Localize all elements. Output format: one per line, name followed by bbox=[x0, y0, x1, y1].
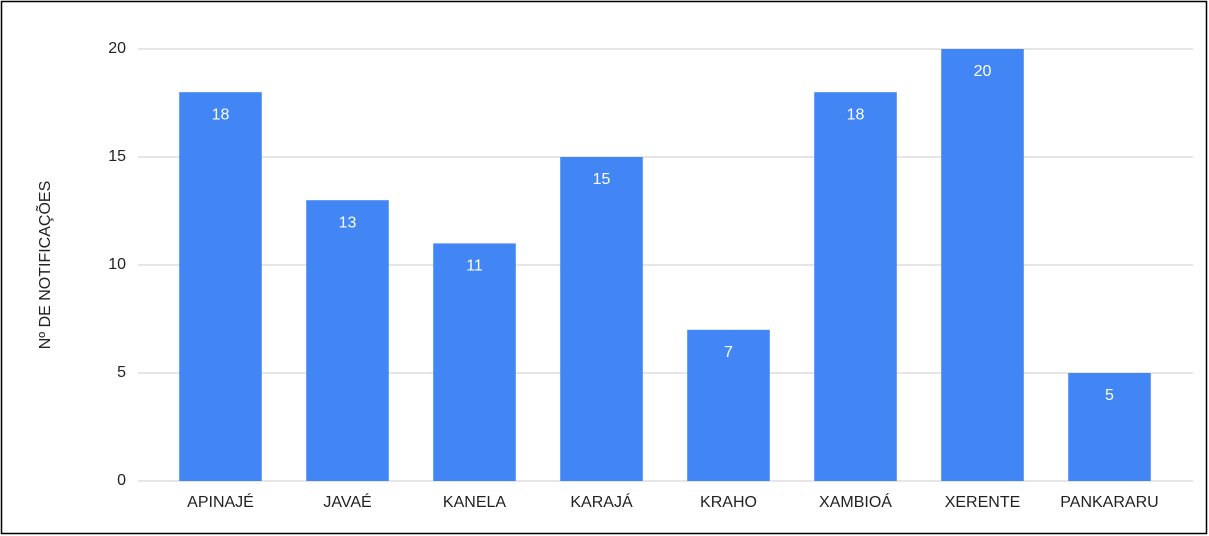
y-tick-label: 5 bbox=[117, 364, 126, 381]
value-label: 15 bbox=[593, 171, 611, 188]
bar bbox=[560, 157, 643, 481]
x-tick-label: XAMBIOÁ bbox=[819, 492, 892, 511]
bar bbox=[179, 92, 262, 481]
bar bbox=[306, 200, 389, 481]
bar bbox=[687, 329, 770, 481]
x-tick-label: KANELA bbox=[443, 494, 506, 511]
bar bbox=[814, 92, 897, 481]
value-label: 18 bbox=[212, 106, 230, 123]
x-tick-label: PANKARARU bbox=[1060, 494, 1158, 511]
value-label: 5 bbox=[1105, 387, 1114, 404]
x-tick-label: APINAJÉ bbox=[187, 492, 254, 511]
x-tick-label: JAVAÉ bbox=[323, 492, 371, 511]
y-tick-label: 20 bbox=[108, 40, 126, 57]
y-tick-label: 0 bbox=[117, 472, 126, 489]
bar bbox=[941, 49, 1024, 481]
x-tick-label: KRAHO bbox=[700, 494, 757, 511]
value-label: 13 bbox=[339, 214, 357, 231]
x-tick-label: XERENTE bbox=[945, 494, 1021, 511]
y-tick-label: 10 bbox=[108, 256, 126, 273]
y-tick-label: 15 bbox=[108, 148, 126, 165]
value-label: 11 bbox=[466, 258, 483, 275]
x-tick-label: KARAJÁ bbox=[570, 492, 633, 511]
y-axis-label: Nº DE NOTIFICAÇÕES bbox=[34, 181, 54, 350]
bar bbox=[1068, 373, 1151, 481]
value-label: 7 bbox=[724, 344, 733, 361]
value-label: 20 bbox=[974, 63, 992, 80]
bar bbox=[433, 243, 516, 481]
value-label: 18 bbox=[847, 106, 865, 123]
